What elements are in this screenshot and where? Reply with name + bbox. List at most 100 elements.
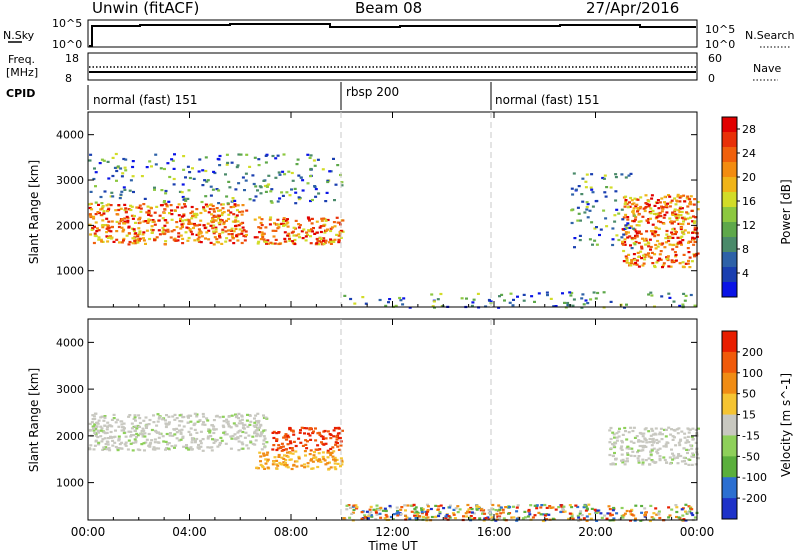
data-cell <box>274 176 278 179</box>
data-cell <box>164 229 168 232</box>
data-cell <box>176 206 180 209</box>
data-cell <box>452 513 456 516</box>
data-cell <box>559 510 563 514</box>
data-cell <box>319 238 323 241</box>
data-cell <box>646 221 650 224</box>
data-cell <box>326 218 330 222</box>
data-cell <box>664 428 668 431</box>
data-cell <box>621 242 625 245</box>
data-cell <box>690 435 694 439</box>
data-cell <box>100 427 104 430</box>
data-cell <box>245 153 249 156</box>
data-cell <box>218 164 222 167</box>
data-cell <box>286 451 289 454</box>
data-cell <box>260 231 264 234</box>
data-cell <box>301 179 305 182</box>
data-cell <box>276 464 280 467</box>
data-cell <box>105 448 109 451</box>
data-cell <box>661 207 665 210</box>
data-cell <box>187 222 191 225</box>
data-cell <box>150 228 153 231</box>
data-cell <box>181 436 185 440</box>
data-cell <box>248 165 252 168</box>
data-cell <box>548 505 552 508</box>
data-cell <box>211 438 214 441</box>
data-cell <box>573 246 576 249</box>
data-cell <box>112 417 116 420</box>
data-cell <box>642 254 645 257</box>
data-cell <box>561 510 565 513</box>
data-cell <box>693 220 697 223</box>
data-cell <box>689 200 692 203</box>
data-cell <box>318 433 322 436</box>
data-cell <box>269 200 273 203</box>
cpid-segment-3: normal (fast) 151 <box>495 93 599 107</box>
data-cell <box>265 153 269 156</box>
data-cell <box>636 440 640 443</box>
data-cell <box>125 234 129 237</box>
data-cell <box>123 220 127 223</box>
data-cell <box>260 218 264 221</box>
data-cell <box>110 425 114 428</box>
data-cell <box>657 513 661 516</box>
data-cell <box>655 438 659 442</box>
data-cell <box>258 231 262 234</box>
data-cell <box>195 431 199 434</box>
data-cell <box>235 414 239 417</box>
data-cell <box>202 208 206 211</box>
data-cell <box>225 237 229 240</box>
data-cell <box>120 429 124 432</box>
data-cell <box>290 447 294 450</box>
data-cell <box>131 449 135 452</box>
data-cell <box>167 415 171 418</box>
data-cell <box>229 447 233 450</box>
data-cell <box>462 515 465 518</box>
data-cell <box>650 197 654 200</box>
data-cell <box>647 457 651 460</box>
data-cell <box>632 207 636 210</box>
data-cell <box>570 514 574 517</box>
data-cell <box>684 462 688 465</box>
data-cell <box>124 169 128 172</box>
data-cell <box>629 454 633 457</box>
data-cell <box>481 512 484 515</box>
data-cell <box>310 222 314 225</box>
data-cell <box>111 156 115 159</box>
data-cell <box>214 215 217 218</box>
data-cell <box>661 264 665 267</box>
data-cell <box>175 225 179 229</box>
data-cell <box>688 458 692 461</box>
data-cell <box>184 219 188 222</box>
data-cell <box>231 237 235 240</box>
data-cell <box>687 463 691 466</box>
data-cell <box>142 203 146 206</box>
data-cell <box>168 434 172 437</box>
data-cell <box>690 508 694 511</box>
data-cell <box>262 442 266 445</box>
data-cell <box>638 207 642 210</box>
data-cell <box>167 421 171 424</box>
data-cell <box>676 454 680 458</box>
data-cell <box>651 437 655 440</box>
data-cell <box>372 508 376 511</box>
data-cell <box>284 459 288 462</box>
data-cell <box>339 457 343 460</box>
data-cell <box>124 441 128 444</box>
data-cell <box>653 204 657 207</box>
data-cell <box>266 458 270 461</box>
data-cell <box>665 229 669 233</box>
data-cell <box>624 231 628 234</box>
data-cell <box>327 241 331 244</box>
data-cell <box>330 451 334 454</box>
data-cell <box>202 415 206 418</box>
data-cell <box>677 427 681 430</box>
data-cell <box>658 516 662 520</box>
data-cell <box>678 200 682 203</box>
data-cell <box>294 219 298 222</box>
data-cell <box>181 225 184 228</box>
data-cell <box>686 451 689 455</box>
data-cell <box>286 218 289 221</box>
data-cell <box>177 214 181 217</box>
data-cell <box>648 463 652 466</box>
